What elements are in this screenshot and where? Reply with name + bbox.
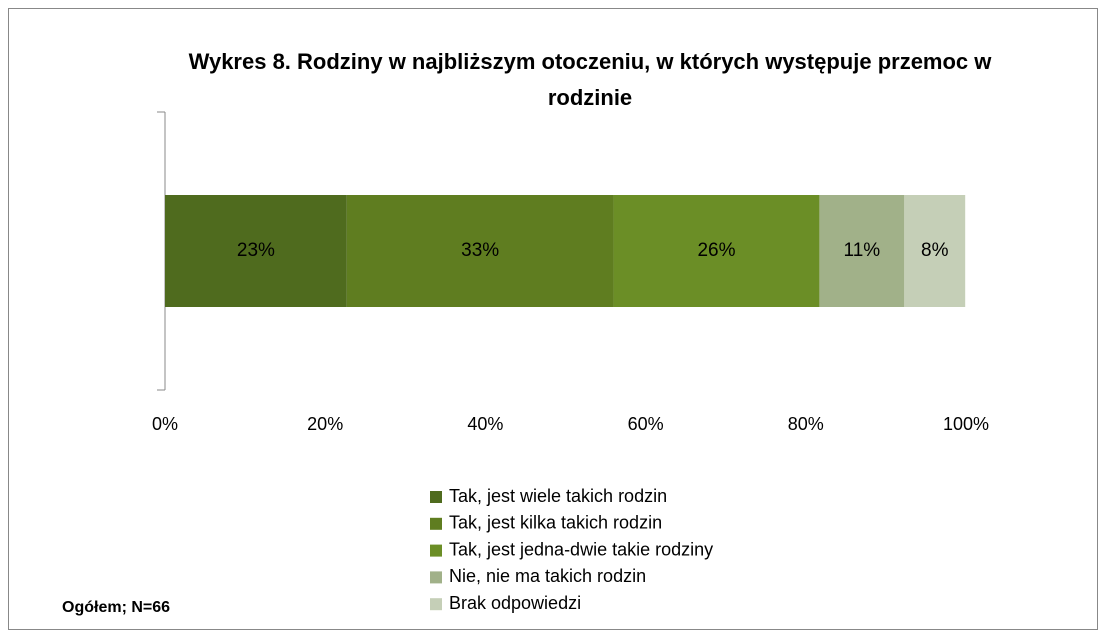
chart-frame [8,8,1098,630]
x-tick-label: 100% [943,414,989,434]
data-label: 11% [844,240,881,261]
bar-segment [904,195,966,307]
chart-title: Wykres 8. Rodziny w najbliższym otoczeni… [188,49,992,110]
x-tick-label: 80% [788,414,824,434]
legend-label: Tak, jest wiele takich rodzin [449,486,667,506]
bar-segment [613,195,820,307]
x-tick-label: 0% [152,414,178,434]
bar-segment [165,195,347,307]
x-tick-label: 40% [467,414,503,434]
bar-segment [819,195,905,307]
legend-label: Nie, nie ma takich rodzin [449,566,646,586]
legend-label: Brak odpowiedzi [449,593,581,613]
x-tick-label: 20% [307,414,343,434]
legend-swatch [430,544,442,557]
legend-swatch [430,571,442,584]
data-label: 33% [461,240,499,261]
legend-swatch [430,491,442,503]
legend-label: Tak, jest jedna-dwie takie rodziny [449,539,713,559]
data-label: 8% [921,240,949,261]
legend-swatch [430,598,442,611]
x-tick-label: 60% [628,414,664,434]
legend-swatch [430,517,442,530]
data-label: 23% [237,240,275,261]
annotation: Ogółem; N=66 [62,599,170,616]
bar-segment [346,195,614,307]
data-label: 26% [697,240,735,261]
legend-label: Tak, jest kilka takich rodzin [449,513,662,533]
